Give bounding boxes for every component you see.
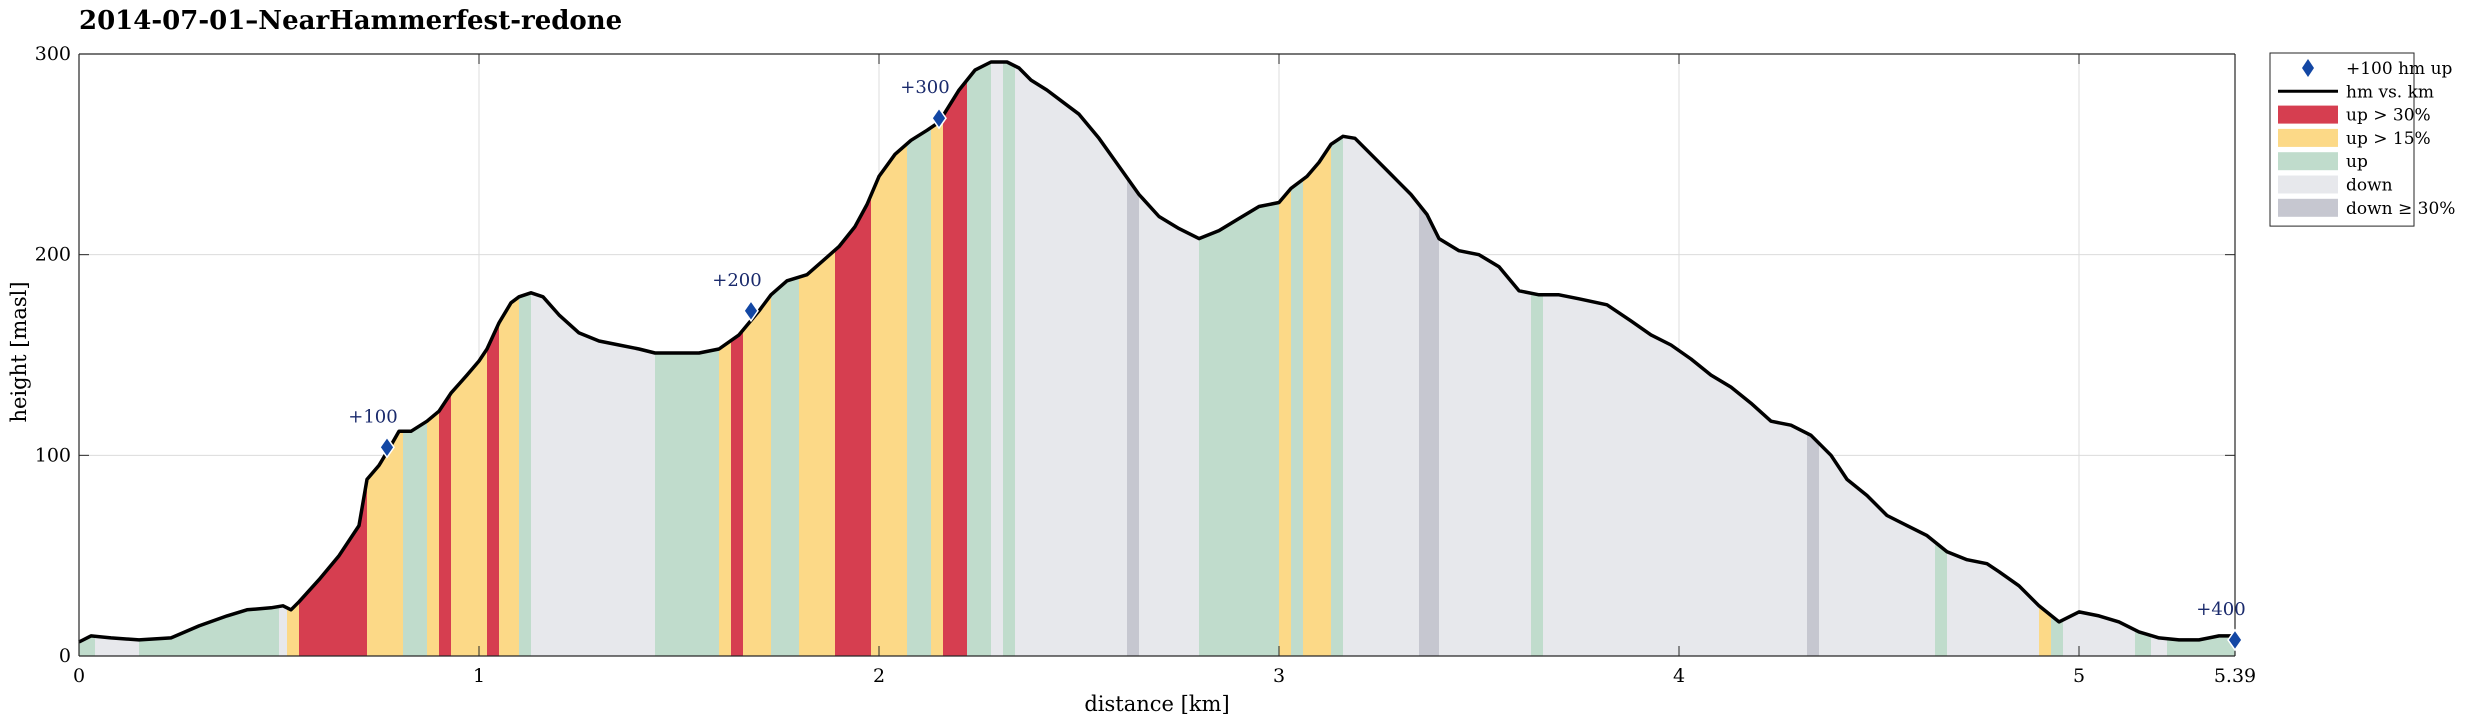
segment-up15 — [287, 601, 299, 656]
x-tick-label: 2 — [873, 665, 885, 687]
legend-swatch-down30 — [2278, 198, 2338, 217]
segment-up — [1199, 202, 1279, 656]
x-tick-label: 5.39 — [2214, 665, 2256, 687]
segment-up15 — [799, 250, 835, 656]
legend-label: up > 15% — [2346, 129, 2431, 149]
segment-up15 — [743, 294, 771, 656]
segment-down30 — [1807, 433, 1819, 656]
segment-up — [771, 277, 799, 656]
segment-up — [967, 62, 991, 656]
segment-down — [279, 605, 287, 656]
axes — [78, 53, 2236, 657]
hm-marker — [743, 299, 759, 323]
segment-up15 — [1279, 188, 1291, 656]
legend-swatch-up — [2278, 152, 2338, 171]
segment-up30 — [835, 195, 871, 656]
segment-down30 — [1419, 204, 1439, 656]
segment-up15 — [719, 340, 731, 656]
segment-up — [139, 606, 279, 656]
legend-marker-swatch — [2302, 59, 2314, 77]
segment-up — [1003, 62, 1015, 656]
segment-up — [2051, 615, 2063, 656]
segment-down — [95, 636, 139, 656]
segment-up15 — [2039, 605, 2051, 656]
hm-marker-label: +400 — [2196, 599, 2245, 620]
hm-marker-label: +100 — [348, 406, 397, 427]
y-tick-label: 0 — [59, 645, 71, 667]
elevation-line — [78, 60, 2235, 644]
segment-up30 — [487, 322, 499, 656]
gradient-segments — [79, 62, 2235, 657]
segment-up — [1331, 136, 1343, 657]
legend-label: down — [2346, 176, 2393, 196]
x-tick-label: 1 — [473, 665, 485, 687]
segment-up — [1291, 179, 1303, 656]
segment-down — [1015, 66, 1127, 656]
legend-swatch-up15 — [2278, 128, 2338, 147]
hm-marker-label: +300 — [900, 77, 949, 98]
y-tick-label: 100 — [35, 444, 71, 466]
segment-up15 — [451, 349, 487, 656]
legend-swatch-up30 — [2278, 105, 2338, 124]
segment-up — [519, 292, 531, 656]
x-tick-label: 5 — [2073, 665, 2085, 687]
x-tick-label: 4 — [1673, 665, 1685, 687]
segment-down — [531, 292, 655, 656]
segment-up15 — [871, 143, 907, 657]
segment-down30 — [1127, 177, 1139, 656]
segment-down — [991, 62, 1003, 656]
segment-up30 — [943, 80, 967, 657]
segment-down — [1343, 136, 1419, 657]
segment-up15 — [931, 115, 943, 657]
segment-up15 — [367, 431, 403, 656]
segment-down — [1819, 443, 1935, 656]
x-tick-label: 3 — [1273, 665, 1285, 687]
legend-label: up > 30% — [2346, 106, 2431, 126]
hm-marker — [931, 106, 947, 130]
segment-up15 — [1303, 144, 1331, 657]
segment-up — [1531, 293, 1543, 656]
segment-up15 — [427, 411, 439, 656]
chart-title: 2014-07-01–NearHammerfest-redone — [79, 6, 622, 36]
hm-marker — [2227, 628, 2243, 652]
hm-marker-label: +200 — [712, 270, 761, 291]
legend-label: up — [2346, 152, 2368, 172]
legend-label: hm vs. km — [2346, 82, 2434, 102]
legend-label: down ≥ 30% — [2346, 199, 2455, 219]
segment-up30 — [439, 393, 451, 656]
segment-up — [403, 421, 427, 656]
segment-up30 — [299, 479, 367, 656]
legend-label: +100 hm up — [2346, 59, 2453, 79]
segment-down — [1439, 238, 1531, 656]
legend-swatch-down — [2278, 175, 2338, 194]
segment-up — [655, 349, 719, 656]
x-axis-label: distance [km] — [1084, 692, 1229, 716]
segment-up15 — [499, 296, 519, 656]
hm-marker — [379, 435, 395, 459]
y-tick-label: 300 — [35, 43, 71, 65]
hm-markers: +100 +200 +300 +400 — [348, 77, 2246, 652]
x-tick-label: 0 — [73, 665, 85, 687]
y-tick-label: 200 — [35, 244, 71, 266]
y-axis-label: height [masl] — [7, 281, 31, 422]
segment-down — [1947, 551, 2039, 656]
segment-up — [2135, 629, 2151, 656]
segment-down — [2151, 635, 2167, 656]
segment-up — [907, 127, 931, 657]
segment-up — [1935, 542, 1947, 656]
legend: +100 hm up hm vs. km up > 30% up > 15% up dow… — [2269, 52, 2455, 227]
segment-down — [1139, 194, 1199, 656]
segment-up30 — [731, 330, 743, 656]
tick-labels: 0 1 2 3 4 5 5.39 0 100 200 300 — [35, 43, 2256, 687]
segment-down — [1543, 294, 1807, 656]
